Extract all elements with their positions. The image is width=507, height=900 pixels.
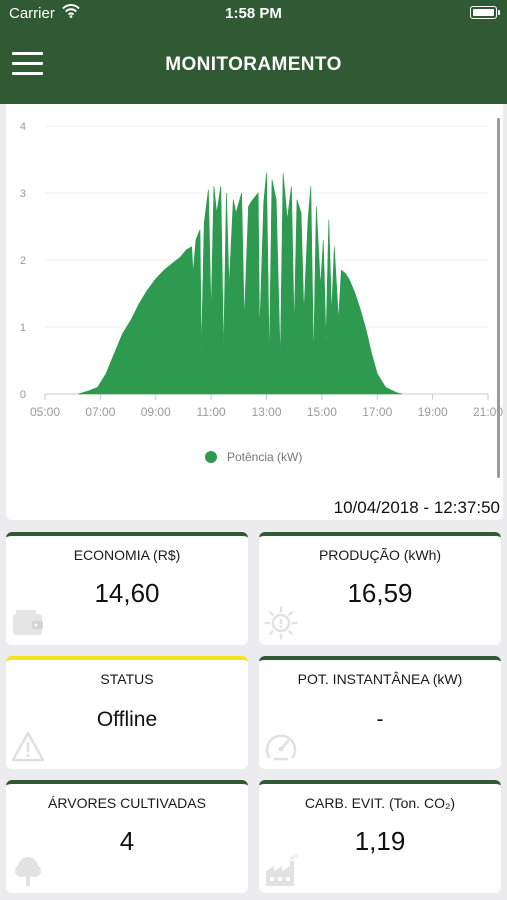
gauge-icon <box>265 734 297 761</box>
tile-label: ÁRVORES CULTIVADAS <box>48 795 206 811</box>
status-bar: Carrier 1:58 PM <box>0 0 507 27</box>
x-tick-label: 11:00 <box>197 405 226 419</box>
tile-label: PRODUÇÃO (kWh) <box>318 547 442 563</box>
tree-icon <box>15 857 41 886</box>
legend-label: Potência (kW) <box>227 450 302 464</box>
x-tick-label: 19:00 <box>418 405 448 419</box>
tile-producao: PRODUÇÃO (kWh) 16,59 <box>259 532 501 645</box>
clock-time: 1:58 PM <box>225 5 282 22</box>
tile-label: CARB. EVIT. (Ton. CO₂) <box>304 795 456 811</box>
legend-swatch <box>205 451 217 463</box>
tile-value: 1,19 <box>354 826 406 856</box>
last-update-timestamp: 10/04/2018 - 12:37:50 <box>333 498 500 517</box>
power-chart-card: 0 1 2 3 4 05:00 07:00 09:00 11:00 13:00 15:00 17:00… <box>6 104 503 520</box>
warning-icon <box>11 731 45 762</box>
scroll-indicator[interactable] <box>497 118 500 478</box>
tile-value: - <box>376 708 384 731</box>
tile-economia: ECONOMIA (R$) 14,60 <box>6 532 248 645</box>
tile-label: STATUS <box>100 671 154 687</box>
y-tick-label: 0 <box>20 389 26 401</box>
app-header: MONITORAMENTO <box>0 27 507 104</box>
tile-value: 14,60 <box>94 578 160 608</box>
page-title: MONITORAMENTO <box>165 54 342 75</box>
x-tick-label: 07:00 <box>85 405 115 419</box>
tile-carbono-evitado: CARB. EVIT. (Ton. CO₂) 1,19 <box>259 780 501 893</box>
battery-icon <box>470 6 500 19</box>
x-tick-label: 15:00 <box>307 405 337 419</box>
hamburger-menu-icon[interactable] <box>12 49 46 79</box>
y-tick-label: 1 <box>20 322 26 334</box>
x-tick-label: 21:00 <box>473 405 503 419</box>
x-tick-label: 17:00 <box>362 405 392 419</box>
wifi-icon <box>62 4 80 22</box>
tile-potencia-instantanea: POT. INSTANTÂNEA (kW) - <box>259 656 501 769</box>
y-tick-label: 4 <box>20 121 26 133</box>
power-chart: 0 1 2 3 4 05:00 07:00 09:00 11:00 13:00 15:00 17:00… <box>20 121 503 464</box>
x-tick-label: 09:00 <box>141 405 171 419</box>
x-tick-label: 05:00 <box>30 405 60 419</box>
tile-label: POT. INSTANTÂNEA (kW) <box>297 671 463 687</box>
tile-value: 16,59 <box>347 578 413 608</box>
tile-label: ECONOMIA (R$) <box>73 547 181 563</box>
factory-icon <box>266 854 298 886</box>
sun-icon <box>264 606 298 640</box>
x-tick-label: 13:00 <box>251 405 281 419</box>
power-area-series <box>78 172 403 395</box>
y-tick-label: 3 <box>20 188 26 200</box>
y-tick-label: 2 <box>20 255 26 267</box>
carrier-label: Carrier <box>9 5 55 22</box>
tile-value: 4 <box>119 826 135 856</box>
tile-arvores: ÁRVORES CULTIVADAS 4 <box>6 780 248 893</box>
tile-status: STATUS Offline <box>6 656 248 769</box>
tile-value: Offline <box>96 708 158 731</box>
wallet-icon <box>13 610 43 635</box>
